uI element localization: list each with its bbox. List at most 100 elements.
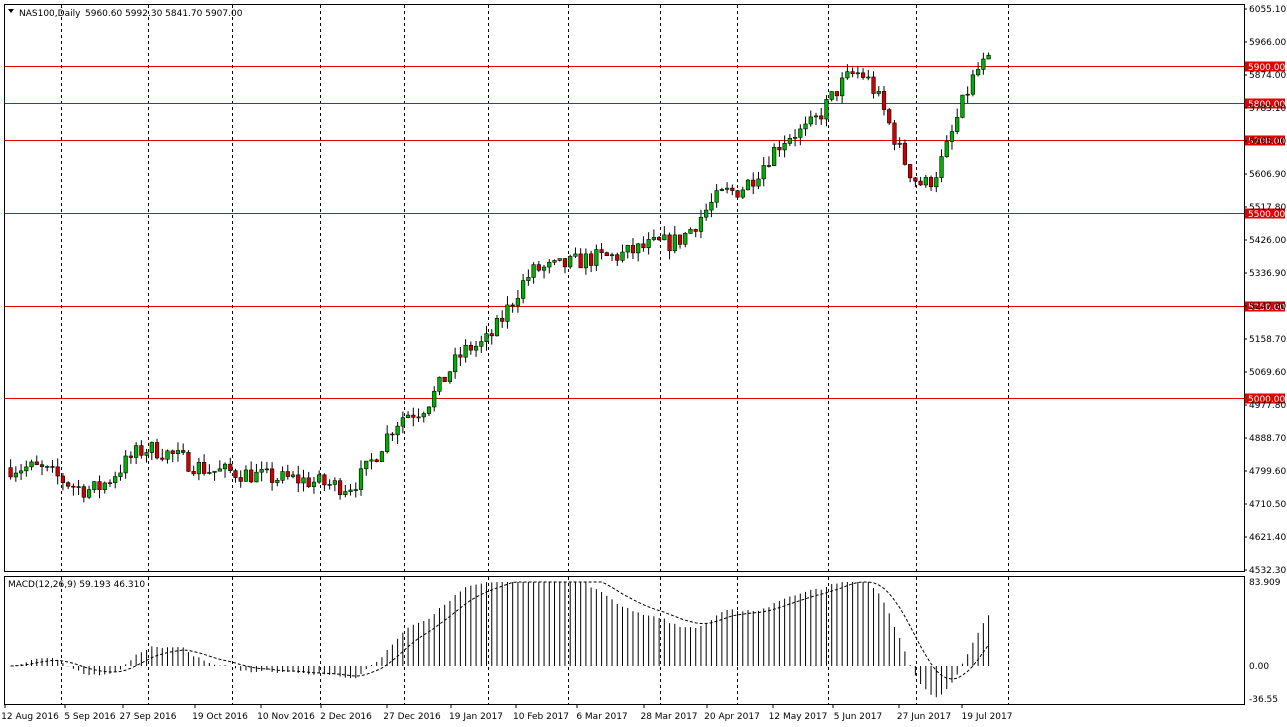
candle-body [531,264,536,278]
level-label-5250.00: 5250.00 [1248,303,1285,313]
candle-body [228,463,233,471]
level-label-bg-5250.00 [1245,301,1285,312]
candle-body [306,477,311,487]
candle-body [578,253,583,269]
candle-body [55,466,60,477]
macd-label: MACD(12,26,9) 59.193 46.310 [8,580,145,590]
candle-body [949,131,955,142]
candle-body [400,417,405,427]
time-axis[interactable]: 12 Aug 2016 5 Sep 2016 27 Sep 2016 19 Oct 2… [1,704,1012,722]
dropdown-triangle-icon[interactable] [8,9,14,13]
time-tick-label-5: 2 Dec 2016 [320,712,372,722]
candle-body [604,252,609,256]
candle-body [892,122,897,145]
candle-body [834,91,840,97]
candle-body [437,376,442,392]
candle-body [970,74,975,95]
time-tick-label-4: 10 Nov 2016 [257,712,315,722]
candle-body [76,486,81,488]
candle-body [385,433,390,452]
candle-body [107,482,113,484]
candle-body [24,466,29,472]
time-tick-label-7: 19 Jan 2017 [449,712,503,722]
price-tick-label-12: 4977.80 [1249,401,1286,411]
candle-body [468,344,473,351]
candle-body [175,450,181,454]
candle-body [337,480,343,495]
candle-body [290,474,296,477]
candle-body [123,455,128,474]
candle-body [500,318,505,322]
candle-body [536,264,541,271]
candle-body [207,472,212,474]
candle-body [657,237,662,241]
candle-body [928,177,934,188]
macd-axis: 83.909 0.00 -36.55 [1249,578,1281,705]
candle-body [777,147,782,151]
candle-body [327,484,332,486]
candle-body [792,137,798,139]
time-tick-label-3: 19 Oct 2016 [192,712,248,722]
candle-body [688,229,693,234]
candle-body [259,469,264,473]
candle-body [902,142,908,165]
candle-body [866,76,871,79]
candle-body [714,190,719,203]
candle-body [599,249,604,253]
candle-body [824,99,829,120]
candle-body [662,234,667,241]
price-tick-label-2: 5874.00 [1249,71,1286,81]
candle-body [683,233,688,245]
candle-body [405,414,411,419]
candle-body [850,71,855,74]
candle-body [494,318,500,337]
macd-tick-label-0: 83.909 [1249,578,1281,588]
time-tick-label-2: 27 Sep 2016 [119,712,176,722]
candle-body [97,481,102,491]
candle-body [672,234,677,252]
level-label-bg-5900.00 [1245,61,1285,72]
candle-body [651,237,656,240]
candle-body [897,142,902,145]
level-label-bg-5800.00 [1245,98,1285,109]
candle-body [976,69,981,76]
macd-signal-line [10,581,990,680]
candle-body [165,450,170,460]
candle-body [819,115,824,120]
candle-body [270,468,275,483]
price-tick-label-5: 5606.90 [1249,170,1286,180]
price-tick-label-4: 5695.00 [1249,137,1286,147]
macd-tick-label-2: -36.55 [1249,695,1278,705]
candle-body [782,143,787,151]
candle-body [515,298,521,306]
candle-body [620,251,625,261]
candle-body [986,54,991,60]
candle-body [139,445,144,456]
price-axis[interactable]: 6055.10 5966.00 5874.00 5783.10 5695.00 5606.… [1244,5,1286,576]
candle-body [908,164,913,179]
candle-body [693,229,698,232]
candle-body [463,344,468,358]
ohlc-label: 5960.60 5992.30 5841.70 5907.00 [85,9,243,19]
candle-body [923,177,928,186]
price-tick-label-10: 5158.70 [1249,335,1286,345]
candle-body [181,450,186,453]
candle-body [730,187,735,191]
candle-body [557,258,562,261]
price-levels: 5900.00 5800.00 5700.00 5500.00 5250.00 5000.… [5,61,1285,405]
price-tick-label-13: 4888.70 [1249,434,1286,444]
candle-body [505,304,510,322]
candle-body [364,460,369,470]
candle-body [170,450,175,454]
candle-body [301,477,306,484]
candle-body [432,390,437,408]
candle-body [489,333,494,337]
candle-body [154,442,160,459]
candle-body [280,471,285,481]
candle-body [521,280,526,299]
candle-body [118,472,123,477]
candle-body [453,354,458,373]
candle-body [212,470,217,473]
candle-body [860,72,866,78]
level-label-bg-5000.00 [1245,393,1285,404]
